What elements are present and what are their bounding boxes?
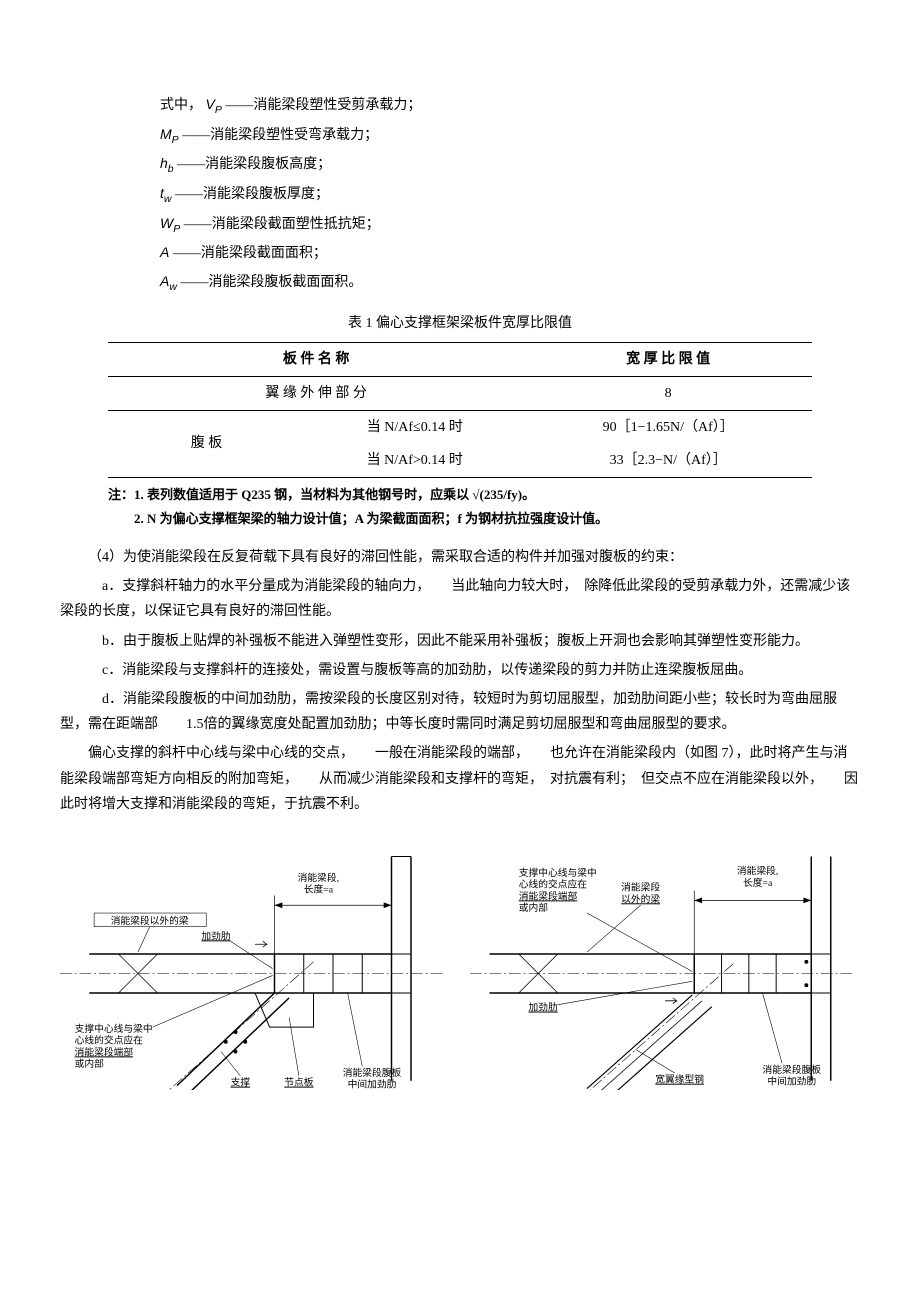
svg-text:长度=a: 长度=a xyxy=(304,882,334,895)
sym-vp: VP xyxy=(206,96,222,112)
svg-text:消能梁段以外的梁: 消能梁段以外的梁 xyxy=(111,914,189,927)
para-b: b．由于腹板上贴焊的补强板不能进入弹塑性变形，因此不能采用补强板；腹板上开洞也会… xyxy=(60,629,860,654)
table-notes: 注：1. 表列数值适用于 Q235 钢，当材料为其他钢号时，应乘以 √(235/… xyxy=(108,483,812,530)
svg-text:消能梁段,: 消能梁段, xyxy=(737,864,778,877)
width-thickness-table: 板 件 名 称 宽 厚 比 限 值 翼 缘 外 伸 部 分 8 腹 板 当 N/… xyxy=(108,342,812,479)
figure-left: 消能梁段, 长度=a 消能梁段以外的梁 加劲肋 支撑中心线与梁中 心线的交点应在… xyxy=(60,837,450,1100)
td-flange-val: 8 xyxy=(524,376,812,410)
def-wp: WP ——消能梁段截面塑性抵抗矩； xyxy=(160,211,860,239)
svg-text:消能梁段腹板: 消能梁段腹板 xyxy=(343,1066,402,1079)
symbol-definitions: 式中， VP ——消能梁段塑性受剪承载力； MP ——消能梁段塑性受弯承载力； … xyxy=(160,92,860,296)
td-web: 腹 板 xyxy=(108,410,305,477)
figure-right: 支撑中心线与梁中 心线的交点应在 消能梁段端部 或内部 消能梁段 以外的梁 消能… xyxy=(470,837,860,1100)
td-flange: 翼 缘 外 伸 部 分 xyxy=(108,376,524,410)
figure-left-svg: 消能梁段, 长度=a 消能梁段以外的梁 加劲肋 支撑中心线与梁中 心线的交点应在… xyxy=(60,837,450,1091)
svg-text:中间加劲肋: 中间加劲肋 xyxy=(348,1077,397,1090)
def-mp: MP ——消能梁段塑性受弯承载力； xyxy=(160,122,860,150)
svg-text:或内部: 或内部 xyxy=(519,901,548,914)
def-tw: tw ——消能梁段腹板厚度； xyxy=(160,181,860,209)
svg-text:加劲肋: 加劲肋 xyxy=(201,929,230,942)
para-e: 偏心支撑的斜杆中心线与梁中心线的交点， 一般在消能梁段的端部， 也允许在消能梁段… xyxy=(60,741,860,817)
svg-text:心线的交点应在: 心线的交点应在 xyxy=(75,1034,143,1047)
svg-text:加劲肋: 加劲肋 xyxy=(529,1000,558,1013)
note-1: 注：1. 表列数值适用于 Q235 钢，当材料为其他钢号时，应乘以 √(235/… xyxy=(108,483,812,506)
svg-text:长度=a: 长度=a xyxy=(743,876,773,889)
svg-text:节点板: 节点板 xyxy=(284,1076,313,1089)
th-limit: 宽 厚 比 限 值 xyxy=(524,342,812,376)
para-c: c．消能梁段与支撑斜杆的连接处，需设置与腹板等高的加劲肋，以传递梁段的剪力并防止… xyxy=(60,658,860,683)
svg-text:宽翼缘型钢: 宽翼缘型钢 xyxy=(655,1073,704,1086)
def-a: A ——消能梁段截面面积； xyxy=(160,240,860,266)
td-val2: 33［2.3−N/（Af）］ xyxy=(524,444,812,478)
svg-text:消能梁段端部: 消能梁段端部 xyxy=(519,889,578,902)
para-4: （4）为使消能梁段在反复荷载下具有良好的滞回性能，需采取合适的构件并加强对腹板的… xyxy=(60,545,860,570)
td-cond2: 当 N/Af>0.14 时 xyxy=(305,444,524,478)
svg-text:消能梁段腹板: 消能梁段腹板 xyxy=(763,1063,822,1076)
svg-text:消能梁段端部: 消能梁段端部 xyxy=(75,1045,134,1058)
para-a: a．支撑斜杆轴力的水平分量成为消能梁段的轴向力， 当此轴向力较大时， 除降低此梁… xyxy=(60,574,860,624)
desc-vp: ——消能梁段塑性受剪承载力； xyxy=(225,98,421,113)
figures-row: 消能梁段, 长度=a 消能梁段以外的梁 加劲肋 支撑中心线与梁中 心线的交点应在… xyxy=(60,837,860,1100)
def-intro: 式中， VP ——消能梁段塑性受剪承载力； xyxy=(160,92,860,120)
svg-text:以外的梁: 以外的梁 xyxy=(621,892,660,905)
def-hb: hb ——消能梁段腹板高度； xyxy=(160,151,860,179)
svg-text:支撑中心线与梁中: 支撑中心线与梁中 xyxy=(519,866,597,879)
svg-text:或内部: 或内部 xyxy=(75,1057,104,1070)
table-caption: 表 1 偏心支撑框架梁板件宽厚比限值 xyxy=(60,311,860,336)
svg-text:支撑中心线与梁中: 支撑中心线与梁中 xyxy=(75,1022,153,1035)
svg-text:消能梁段: 消能梁段 xyxy=(621,881,660,894)
td-val1: 90［1−1.65N/（Af）］ xyxy=(524,410,812,444)
def-aw: Aw ——消能梁段腹板截面面积。 xyxy=(160,269,860,297)
figure-right-svg: 支撑中心线与梁中 心线的交点应在 消能梁段端部 或内部 消能梁段 以外的梁 消能… xyxy=(470,837,860,1091)
svg-text:支撑: 支撑 xyxy=(231,1076,251,1089)
svg-text:中间加劲肋: 中间加劲肋 xyxy=(767,1075,816,1088)
note-2: 2. N 为偏心支撑框架梁的轴力设计值；A 为梁截面面积；f 为钢材抗拉强度设计… xyxy=(108,507,812,530)
th-name: 板 件 名 称 xyxy=(108,342,524,376)
para-d: d．消能梁段腹板的中间加劲肋，需按梁段的长度区别对待，较短时为剪切屈服型，加劲肋… xyxy=(60,687,860,737)
td-cond1: 当 N/Af≤0.14 时 xyxy=(305,410,524,444)
svg-text:消能梁段,: 消能梁段, xyxy=(298,871,339,884)
svg-text:心线的交点应在: 心线的交点应在 xyxy=(519,878,587,891)
def-intro-text: 式中， xyxy=(160,98,202,113)
